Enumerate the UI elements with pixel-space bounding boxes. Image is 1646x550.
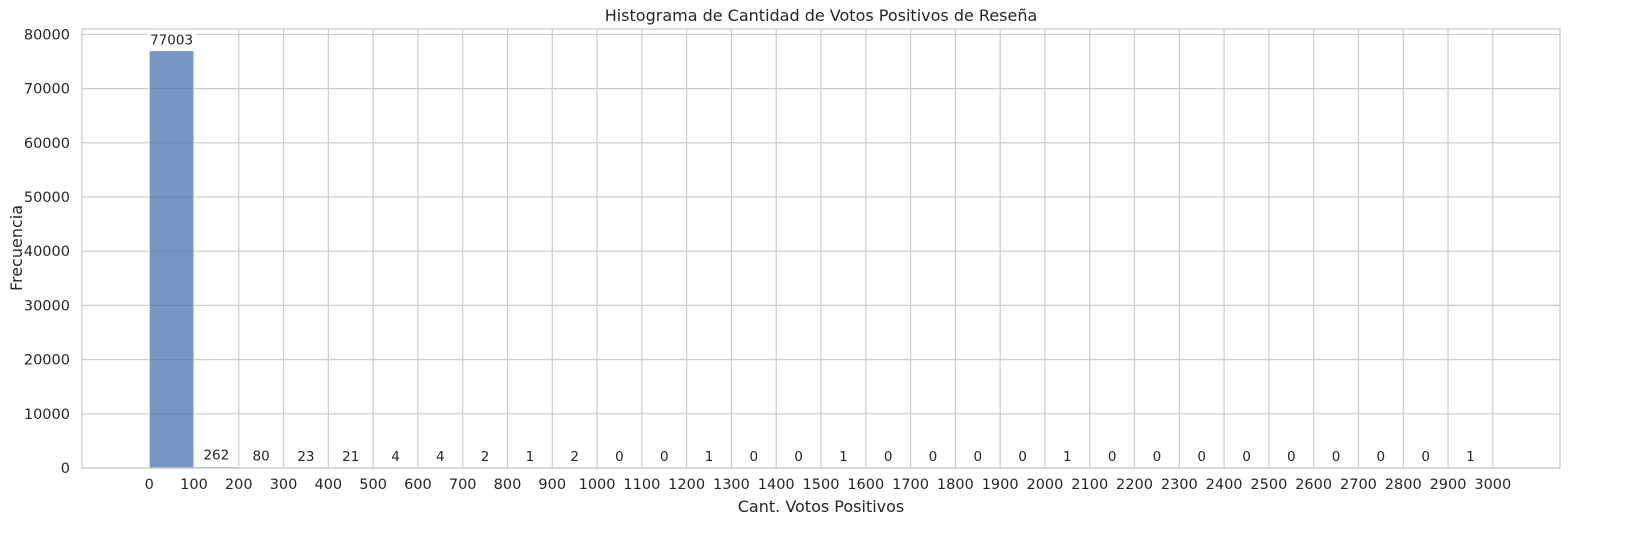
x-tick-label: 1300 xyxy=(713,477,750,493)
x-tick-label: 0 xyxy=(145,477,154,493)
bar-count-label: 1 xyxy=(839,449,848,465)
bar-count-label: 77003 xyxy=(150,33,193,49)
bar-count-label: 0 xyxy=(794,449,803,465)
bar-count-label: 0 xyxy=(1377,449,1386,465)
x-tick-label: 300 xyxy=(270,477,298,493)
bar-count-label: 0 xyxy=(750,449,759,465)
x-tick-label: 2200 xyxy=(1116,477,1153,493)
y-tick-labels: 0 10000 20000 30000 40000 50000 60000 70000 8000… xyxy=(24,27,70,477)
y-axis-title: Frecuencia xyxy=(7,205,26,291)
x-tick-label: 2600 xyxy=(1295,477,1332,493)
y-tick-label: 0 xyxy=(61,461,70,477)
x-tick-label: 400 xyxy=(314,477,342,493)
x-tick-label: 1600 xyxy=(847,477,884,493)
bar-count-label: 0 xyxy=(1287,449,1296,465)
x-tick-label: 1400 xyxy=(758,477,795,493)
x-tick-label: 1800 xyxy=(937,477,974,493)
bar-count-label: 0 xyxy=(1108,449,1117,465)
x-tick-label: 2100 xyxy=(1071,477,1108,493)
x-tick-label: 200 xyxy=(225,477,253,493)
bar-count-label: 1 xyxy=(1466,449,1475,465)
x-tick-label: 1000 xyxy=(579,477,616,493)
y-tick-label: 40000 xyxy=(24,244,70,260)
x-tick-label: 600 xyxy=(404,477,432,493)
bar-count-label: 1 xyxy=(526,449,535,465)
bar-count-label: 0 xyxy=(1197,449,1206,465)
y-tick-label: 10000 xyxy=(24,407,70,423)
x-tick-label: 1200 xyxy=(668,477,705,493)
x-tick-label: 800 xyxy=(494,477,522,493)
y-tick-label: 80000 xyxy=(24,27,70,43)
y-tick-label: 30000 xyxy=(24,298,70,314)
x-tick-label: 2300 xyxy=(1161,477,1198,493)
bar-count-label: 0 xyxy=(1332,449,1341,465)
plot-frame xyxy=(81,28,1561,469)
bar-count-label: 80 xyxy=(253,449,270,465)
x-tick-label: 2700 xyxy=(1340,477,1377,493)
bar-count-label: 0 xyxy=(615,449,624,465)
x-tick-label: 2800 xyxy=(1385,477,1422,493)
x-tick-label: 1700 xyxy=(892,477,929,493)
bar-count-label: 0 xyxy=(973,449,982,465)
bar-count-label: 0 xyxy=(929,449,938,465)
bar-count-label: 262 xyxy=(203,448,229,464)
x-tick-label: 2400 xyxy=(1206,477,1243,493)
x-tick-label: 2000 xyxy=(1026,477,1063,493)
bar-count-label: 0 xyxy=(1018,449,1027,465)
bar-count-label: 2 xyxy=(481,449,490,465)
y-tick-label: 70000 xyxy=(24,82,70,98)
x-tick-label: 1900 xyxy=(982,477,1019,493)
x-tick-label: 500 xyxy=(359,477,387,493)
x-tick-label: 1100 xyxy=(623,477,660,493)
grid-layer xyxy=(82,29,1560,469)
x-tick-label: 2500 xyxy=(1250,477,1287,493)
bar-count-label: 4 xyxy=(436,449,445,465)
bar-count-label: 0 xyxy=(660,449,669,465)
bar-count-label: 0 xyxy=(884,449,893,465)
bar-count-label: 0 xyxy=(1153,449,1162,465)
x-tick-label: 100 xyxy=(180,477,208,493)
y-tick-label: 60000 xyxy=(24,136,70,152)
x-tick-label: 700 xyxy=(449,477,477,493)
bar-count-label: 1 xyxy=(705,449,714,465)
y-tick-label: 50000 xyxy=(24,190,70,206)
x-tick-label: 3000 xyxy=(1474,477,1511,493)
x-tick-label: 900 xyxy=(538,477,566,493)
chart-title: Histograma de Cantidad de Votos Positivo… xyxy=(605,6,1038,25)
bar-count-label: 21 xyxy=(342,449,359,465)
bar-count-label: 2 xyxy=(570,449,579,465)
x-tick-label: 1500 xyxy=(803,477,840,493)
x-tick-labels: 0 100 200 300 400 500 600 700 800 900 1000 1100 1200… xyxy=(145,477,1512,493)
histogram-bar xyxy=(148,50,195,469)
bar-count-label: 1 xyxy=(1063,449,1072,465)
x-tick-label: 2900 xyxy=(1430,477,1467,493)
bars-layer xyxy=(148,50,285,469)
bar-count-label: 23 xyxy=(297,449,314,465)
bar-count-label: 0 xyxy=(1421,449,1430,465)
bar-count-label: 0 xyxy=(1242,449,1251,465)
bar-count-label: 4 xyxy=(391,449,400,465)
y-tick-label: 20000 xyxy=(24,353,70,369)
x-axis-title: Cant. Votos Positivos xyxy=(738,497,905,516)
count-label-background xyxy=(147,29,196,50)
